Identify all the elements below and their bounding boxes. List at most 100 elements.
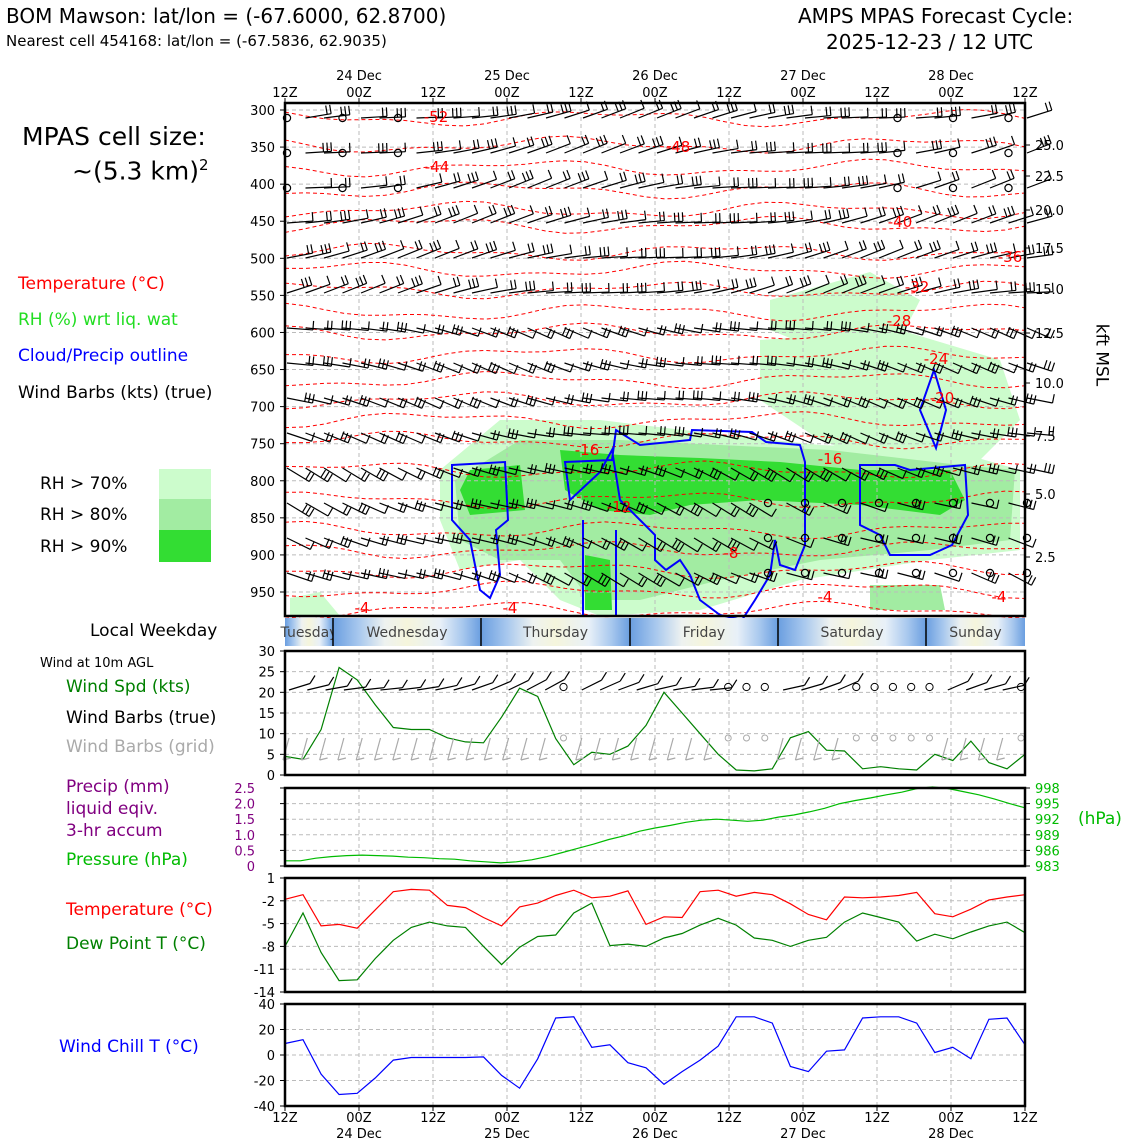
wind-barb-flag [510,396,515,406]
bottom-day-label: 25 Dec [484,1127,530,1140]
wind-barb-flag [768,245,772,255]
wind-barb-shaft [638,572,662,588]
wind-barb-shaft [675,288,702,294]
temperature-contour-label: -52 [424,108,449,126]
wind-barb-flag [404,323,408,333]
temperature-tick-label: 1 [267,872,275,887]
wind-barb-flag [860,470,867,479]
wind-barb-10m [307,684,329,691]
wind-barb-flag [599,247,602,257]
wind-barb-shaft [601,502,626,514]
wind-barb-flag [599,463,604,473]
top-hour-label: 00Z [790,86,816,101]
wind-barb-flag [695,280,698,291]
wind-barb-grid-flag [319,757,328,761]
wind-barb-shaft [397,327,424,334]
wind-barb-grid [428,737,436,761]
wind-barb-10m-flag [309,675,316,684]
pressure-tick-label: 750 [250,438,275,453]
wind-barb-shaft [471,537,498,545]
wind-barb-flag [737,322,740,332]
calm-wind-marker [282,113,292,123]
pressure-tick-label: 300 [250,104,275,119]
windchill-panel [285,1004,1025,1106]
wind-barb-flag [544,207,549,217]
wind-barb-flag [327,507,334,517]
pressure-tick-label: 986 [1035,844,1060,859]
wind-barb-shaft [379,248,404,259]
wind-barb-flag [623,171,627,181]
pressure-tick-label: 450 [250,215,275,230]
wind-barb-shaft [305,502,329,517]
wind-barb-grid [392,737,400,761]
wind-barb-flag [697,577,704,586]
wind-barb-flag [1029,463,1033,473]
wind-barb-flag [715,543,722,552]
rh70-area [290,592,340,616]
wind-barb-flag [417,469,423,478]
temperature-contour [284,181,1026,200]
wind-barb-flag [1048,426,1051,436]
weekday-shade [975,618,1025,646]
wind-barb-grid [355,737,363,761]
calm-wind-marker-grid [852,734,860,742]
wind-barb-shaft [989,251,1016,259]
wind-barb-shaft [397,502,423,512]
wind-barb-shaft [1008,214,1034,224]
wind-barb-flag [955,240,960,250]
wind-barb-shaft [416,181,442,189]
wind-barb-flag [1010,169,1015,179]
wind-barb-flag [385,107,388,117]
wind-barb-10m-flag [1005,675,1012,685]
wind-barb-flag [996,429,1000,439]
bottom-day-label: 24 Dec [336,1127,382,1140]
calm-wind-marker [393,113,403,123]
wind-barb-shaft [453,327,479,337]
wind-barb-flag [734,472,741,481]
wind-barb-flag [881,275,886,284]
wind-barb-shaft [638,181,665,189]
windspd-tick-label: 5 [267,748,275,763]
wind-barb-10m-flag [967,672,974,682]
wind-barb-flag [586,207,591,217]
wind-barb-grid-flag [392,757,401,761]
wind-barb-shaft [471,114,498,119]
wind-barb-flag [641,542,648,552]
wind-barb-shaft [508,213,534,224]
wind-barb-shaft [693,537,717,553]
wind-barb-flag [514,398,519,408]
wind-barb-shaft [915,212,941,224]
calm-wind-marker [874,568,884,578]
wind-barb-flag [773,141,776,151]
wind-barb-shaft [379,432,404,445]
wind-barb-flag [885,569,889,579]
precip-tick-label: 1.0 [234,829,255,844]
wind-barb-flag [624,209,628,219]
wind-barb-shaft [527,502,553,510]
wind-barb-flag [311,572,316,582]
wind-barb-flag [788,211,791,221]
calm-wind-marker [800,568,810,578]
wind-barb-flag [936,107,939,117]
wind-barb-10m [380,687,403,691]
wind-barb-flag [752,508,759,518]
wind-barb-shaft [860,182,887,189]
wind-barb-flag [847,536,852,546]
precip-tick-label: 0.5 [234,844,255,859]
wind-barb-flag [347,434,353,444]
wind-barb-flag [623,578,629,588]
wind-barb-flag [488,464,493,474]
wind-barb-shaft [897,284,923,294]
wind-barb-flag [477,467,482,477]
wind-barb-shaft [453,285,479,294]
wind-barb-shaft [971,397,997,407]
wind-barb-shaft [804,185,831,189]
wind-barb-shaft [305,397,331,405]
wind-barb-10m [673,685,696,691]
wind-barb-flag [1010,395,1015,405]
wind-barb-flag [546,244,550,254]
wind-barb-shaft [323,572,350,581]
wind-barb-flag [360,242,365,252]
wind-barb-shaft [749,362,776,366]
wind-barb-shaft [342,572,368,580]
